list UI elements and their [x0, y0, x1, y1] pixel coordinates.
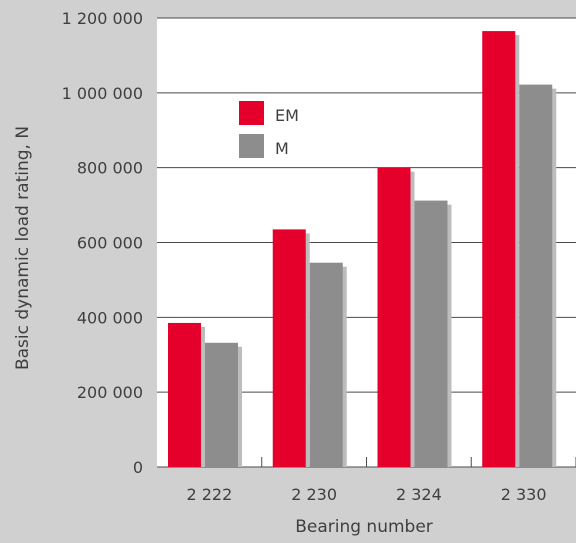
x-axis-ticks: 2 222 2 230 2 324 2 330: [186, 457, 576, 504]
bar-em-1: [168, 322, 201, 467]
bar-m-2: [309, 262, 343, 467]
y-tick-label: 800 000: [77, 159, 143, 178]
y-tick-label: 600 000: [77, 234, 143, 253]
y-tick-label: 400 000: [77, 308, 143, 327]
legend-m-swatch: [239, 134, 264, 158]
x-tick-label: 2 222: [186, 485, 232, 504]
legend-m-label: M: [275, 139, 289, 158]
legend-em-swatch: [239, 101, 264, 125]
bar-em-4: [482, 31, 516, 468]
y-tick-label: 1 200 000: [62, 9, 143, 28]
bars: [168, 31, 557, 468]
bar-m-1: [205, 342, 238, 467]
y-tick-label: 0: [133, 458, 143, 477]
x-tick-label: 2 324: [396, 485, 442, 504]
y-axis-title: Basic dynamic load rating, N: [13, 126, 33, 370]
bar-em-2: [272, 229, 306, 467]
bar-m-4: [519, 84, 553, 467]
y-tick-label: 200 000: [77, 383, 143, 402]
y-tick-label: 1 000 000: [62, 84, 143, 103]
bar-em-3: [377, 167, 411, 467]
y-axis-ticks: 0 200 000 400 000 600 000 800 000 1 000 000 1 …: [62, 9, 143, 477]
x-tick-label: 2 330: [501, 485, 547, 504]
legend: EM M: [239, 101, 299, 158]
x-tick-label: 2 230: [291, 485, 337, 504]
x-axis-title: Bearing number: [295, 517, 433, 537]
legend-em-label: EM: [275, 106, 299, 125]
bar-m-3: [414, 200, 448, 468]
